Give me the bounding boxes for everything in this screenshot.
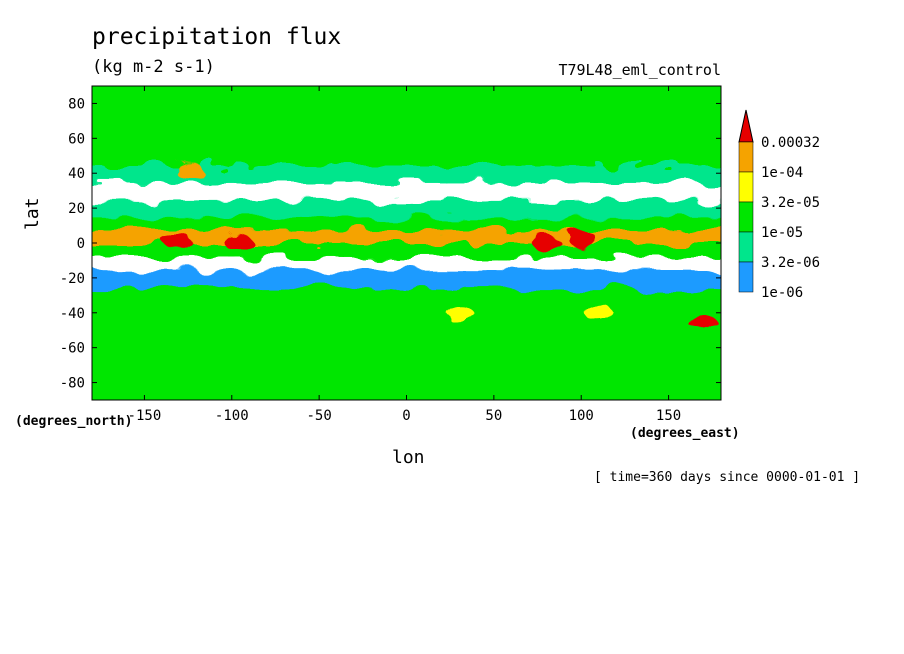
- x-axis: -150 -100 -50 0 50 100 150: [128, 86, 681, 424]
- zonal-band: [92, 199, 721, 218]
- y-tick-label: 80: [68, 96, 85, 112]
- colorbar-label: 3.2e-06: [761, 255, 820, 271]
- zonal-band: [92, 164, 721, 183]
- units-label: (kg m-2 s-1): [92, 57, 215, 77]
- zonal-band: [92, 181, 721, 201]
- colorbar-label: 1e-06: [761, 285, 803, 301]
- colorbar-segment: [738, 261, 754, 293]
- y-tick-label: 40: [68, 166, 85, 182]
- colorbar-segment: [738, 141, 754, 173]
- colorbar-label: 1e-05: [761, 225, 803, 241]
- y-tick-label: -60: [60, 341, 85, 357]
- colorbar-segment: [738, 201, 754, 233]
- y-tick-label: 20: [68, 201, 85, 217]
- y-tick-label: -80: [60, 376, 85, 392]
- x-tick-label: 100: [569, 408, 594, 424]
- x-axis-label: lon: [392, 447, 425, 468]
- colorbar-label: 3.2e-05: [761, 195, 820, 211]
- field-feature: [689, 315, 718, 332]
- plot-area: [92, 86, 721, 400]
- field-feature: [223, 233, 252, 250]
- field-feature: [584, 304, 613, 321]
- zonal-band: [92, 216, 721, 231]
- y-tick-label: -40: [60, 306, 85, 322]
- zonal-band: [92, 304, 721, 323]
- zonal-band: [92, 269, 721, 288]
- y-unit-label: (degrees_north): [15, 414, 133, 429]
- colorbar-segment: [738, 171, 754, 203]
- field-feature: [174, 161, 203, 178]
- colorbar-label: 0.00032: [761, 135, 820, 151]
- x-unit-label: (degrees_east): [630, 426, 740, 441]
- field-feature: [165, 235, 194, 251]
- x-tick-label: 50: [485, 408, 502, 424]
- zonal-band: [92, 286, 721, 306]
- x-tick-label: 150: [656, 408, 681, 424]
- chart-title: precipitation flux: [92, 24, 342, 50]
- zonal-band: [92, 243, 721, 258]
- x-tick-label: -50: [306, 408, 331, 424]
- x-tick-label: 0: [402, 408, 410, 424]
- dataset-label: T79L48_eml_control: [558, 61, 721, 79]
- time-note: [ time=360 days since 0000-01-01 ]: [594, 470, 861, 485]
- zonal-band: [92, 138, 721, 166]
- y-axis: 80 60 40 20 0 -20 -40 -60 -80: [60, 96, 721, 392]
- y-tick-label: 60: [68, 131, 85, 147]
- y-tick-label: 0: [77, 236, 85, 252]
- zonal-band: [92, 347, 721, 375]
- y-tick-label: -20: [60, 271, 85, 287]
- x-tick-label: -100: [215, 408, 249, 424]
- y-axis-label: lat: [22, 197, 43, 230]
- field-feature: [444, 304, 473, 321]
- zonal-band: [92, 112, 721, 140]
- precipitation-field: [92, 86, 721, 400]
- colorbar: 0.00032 1e-04 3.2e-05 1e-05 3.2e-06 1e-06: [738, 109, 820, 301]
- field-feature: [532, 235, 561, 251]
- colorbar-extend-arrow: [738, 109, 754, 143]
- field-feature: [567, 229, 596, 246]
- x-tick-label: -150: [128, 408, 162, 424]
- zonal-band: [92, 321, 721, 349]
- colorbar-label: 1e-04: [761, 165, 803, 181]
- colorbar-segment: [738, 231, 754, 263]
- zonal-band: [92, 256, 721, 271]
